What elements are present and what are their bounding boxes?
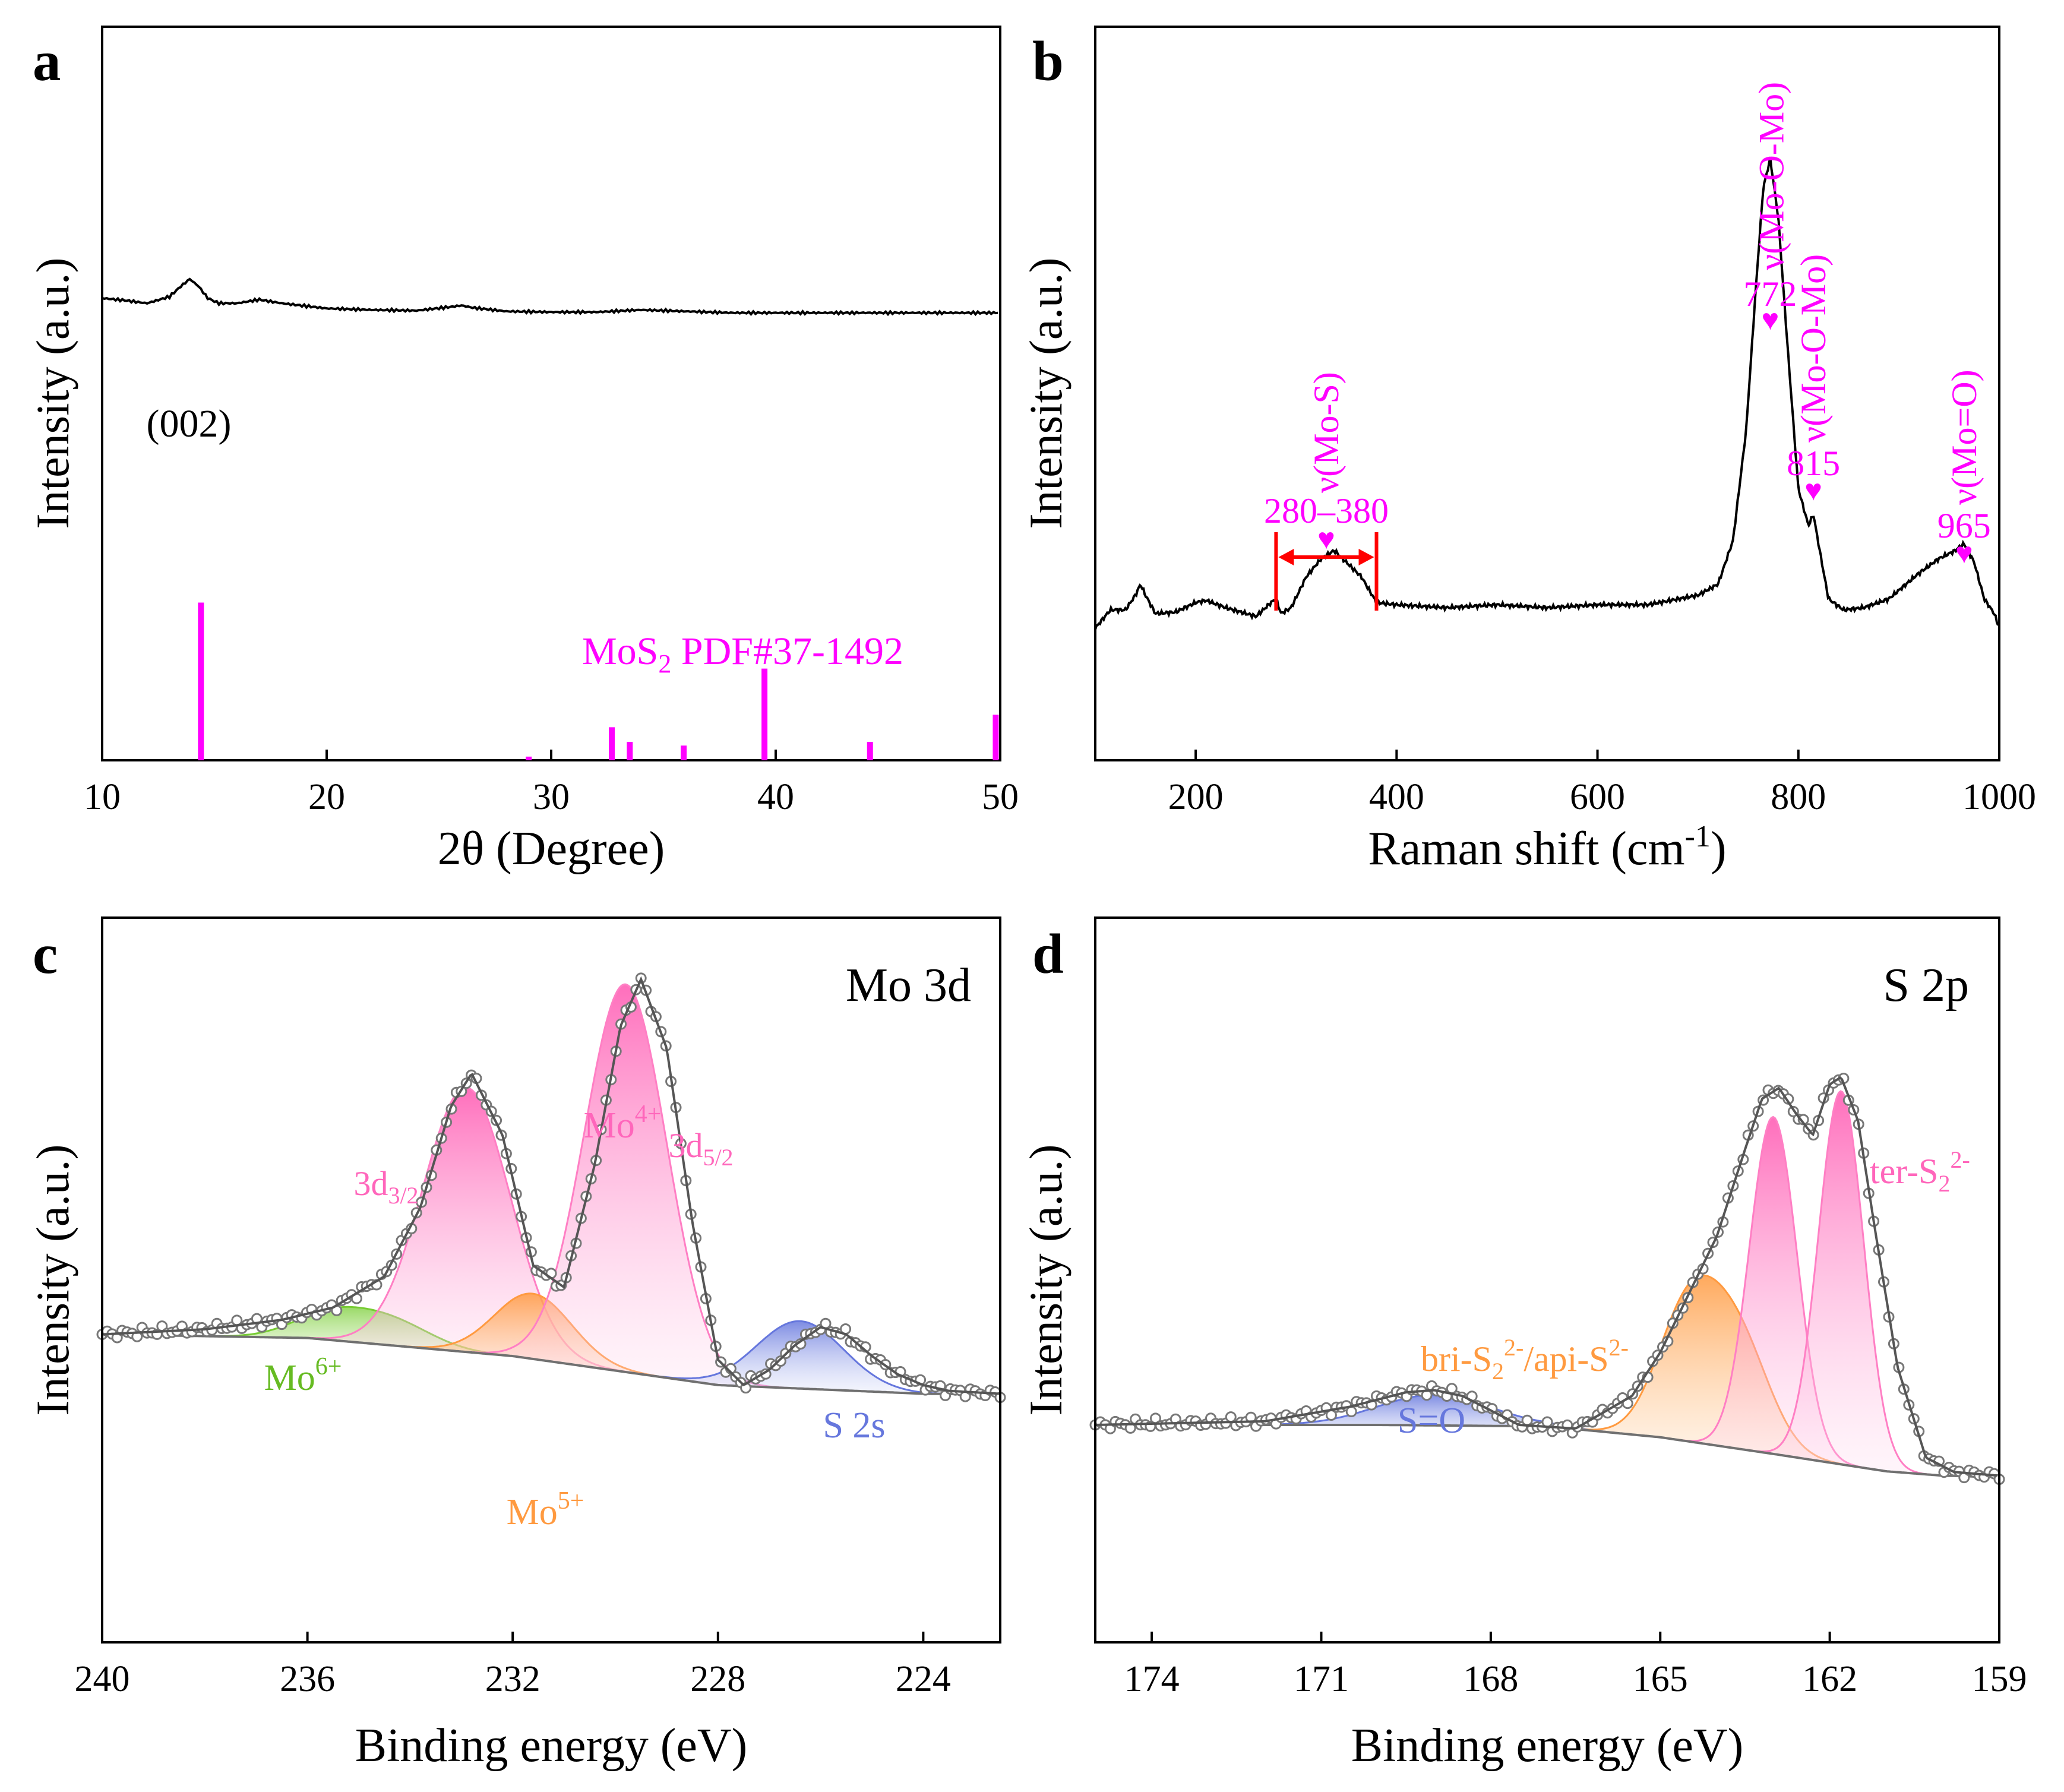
plot-frame-c: [101, 916, 1001, 1644]
x-tick-label: 400: [1369, 777, 1424, 817]
annotation-mo-s-range: 280–380: [1264, 491, 1389, 530]
fit-envelope-c: [102, 976, 1001, 1395]
label-s2s: S 2s: [823, 1405, 885, 1446]
annotation-772-label: ν(Mo-O-Mo): [1752, 82, 1791, 270]
x-ticks-b: 200 400 600 800 1000: [1168, 750, 2036, 817]
x-axis-label-a: 2θ (Degree): [438, 823, 665, 875]
background-line-c: [102, 1333, 1001, 1396]
x-tick-label: 171: [1294, 1659, 1349, 1699]
panel-letter-b: b: [1032, 30, 1064, 93]
panel-d: d 174 171 168 165 162 159 S 2p ter-S22- bri-S…: [1020, 916, 2027, 1772]
peak-markers: ♥ ♥ ♥ ♥: [1317, 303, 1973, 570]
chart-title-c: Mo 3d: [846, 959, 971, 1012]
label-s-o: S=O: [1398, 1401, 1465, 1441]
label-3d32: 3d3/2: [353, 1164, 418, 1209]
annotation-mo-s-label: ν(Mo-S): [1307, 372, 1346, 493]
peak-label-002: (002): [147, 402, 232, 445]
label-bri-api: bri-S22-/api-S2-: [1421, 1334, 1629, 1385]
x-tick-label: 162: [1802, 1659, 1857, 1699]
heart-marker-icon: ♥: [1762, 303, 1779, 336]
heart-marker-icon: ♥: [1804, 473, 1822, 507]
label-mo4plus: Mo4+: [584, 1101, 662, 1146]
y-axis-label-a: Intensity (a.u.): [27, 257, 78, 529]
panel-letter-a: a: [33, 30, 61, 93]
panel-letter-d: d: [1032, 922, 1064, 985]
data-point: [775, 1355, 786, 1367]
annotation-965-label: ν(Mo=O): [1945, 369, 1984, 505]
x-axis-label-d: Binding energy (eV): [1351, 1720, 1744, 1772]
annotation-772-value: 772: [1743, 274, 1797, 314]
annotation-965-value: 965: [1937, 506, 1991, 545]
xrd-curve: [102, 277, 998, 317]
x-ticks-d: 174 171 168 165 162 159: [1124, 1632, 2027, 1699]
x-tick-label: 165: [1633, 1659, 1688, 1699]
heart-marker-icon: ♥: [1317, 522, 1335, 555]
fit-envelope-d: [1095, 1076, 1998, 1477]
plot-frame-b: [1094, 26, 2000, 761]
x-ticks-c: 240 236 232 228 224: [75, 1632, 951, 1699]
x-tick-label: 174: [1124, 1659, 1180, 1699]
x-tick-label: 1000: [1962, 777, 2036, 817]
x-tick-label: 224: [896, 1659, 951, 1699]
label-3d52: 3d5/2: [668, 1126, 733, 1171]
label-mo5plus: Mo5+: [507, 1487, 584, 1532]
x-tick-label: 240: [75, 1659, 130, 1699]
chart-title-d: S 2p: [1883, 959, 1970, 1012]
fit-components-c: [160, 983, 997, 1396]
x-tick-label: 236: [280, 1659, 335, 1699]
data-point: [1541, 1416, 1553, 1428]
panel-letter-c: c: [33, 922, 58, 985]
heart-marker-icon: ♥: [1955, 536, 1973, 570]
y-axis-label-c: Intensity (a.u.): [27, 1144, 78, 1415]
x-tick-label: 40: [757, 777, 794, 817]
label-mo6plus: Mo6+: [264, 1353, 342, 1398]
x-tick-label: 232: [485, 1659, 541, 1699]
x-ticks-a: 10 20 30 40 50: [84, 750, 1019, 817]
x-tick-label: 800: [1771, 777, 1826, 817]
x-tick-label: 168: [1463, 1659, 1518, 1699]
annotation-815-label: ν(Mo-O-Mo): [1794, 254, 1833, 443]
y-axis-label-b: Intensity (a.u.): [1020, 257, 1071, 529]
label-ter-s2: ter-S22-: [1870, 1146, 1970, 1197]
x-axis-label-b: Raman shift (cm-1): [1368, 820, 1726, 875]
x-tick-label: 20: [308, 777, 345, 817]
x-tick-label: 30: [533, 777, 570, 817]
x-axis-label-c: Binding energy (eV): [355, 1720, 748, 1772]
arrow-right-icon: [1358, 549, 1374, 565]
panel-c: c 240 236 232 228 224 Mo 3d Mo4+ 3d3/2 3d5/2…: [27, 916, 1006, 1772]
x-tick-label: 159: [1972, 1659, 2027, 1699]
reference-sticks: [198, 602, 999, 760]
panel-a: a 10 20 30 40 50 (002) MoS2 PDF#37-1492 2θ (…: [27, 26, 1019, 875]
plot-frame-d: [1094, 916, 2000, 1644]
range-bracket: [1274, 532, 1379, 611]
x-tick-label: 200: [1168, 777, 1224, 817]
x-tick-label: 10: [84, 777, 121, 817]
annotation-815-value: 815: [1787, 444, 1840, 483]
reference-label: MoS2 PDF#37-1492: [582, 630, 903, 678]
panel-b: b 200 400 600 800 1000 ♥♥♥♥ 280–380 ν(Mo-S) …: [1020, 26, 2036, 875]
arrow-left-icon: [1278, 549, 1294, 565]
x-tick-label: 50: [982, 777, 1019, 817]
raman-curve: [1094, 156, 1999, 630]
x-tick-label: 228: [690, 1659, 745, 1699]
y-axis-label-d: Intensity (a.u.): [1020, 1144, 1071, 1415]
x-tick-label: 600: [1570, 777, 1625, 817]
